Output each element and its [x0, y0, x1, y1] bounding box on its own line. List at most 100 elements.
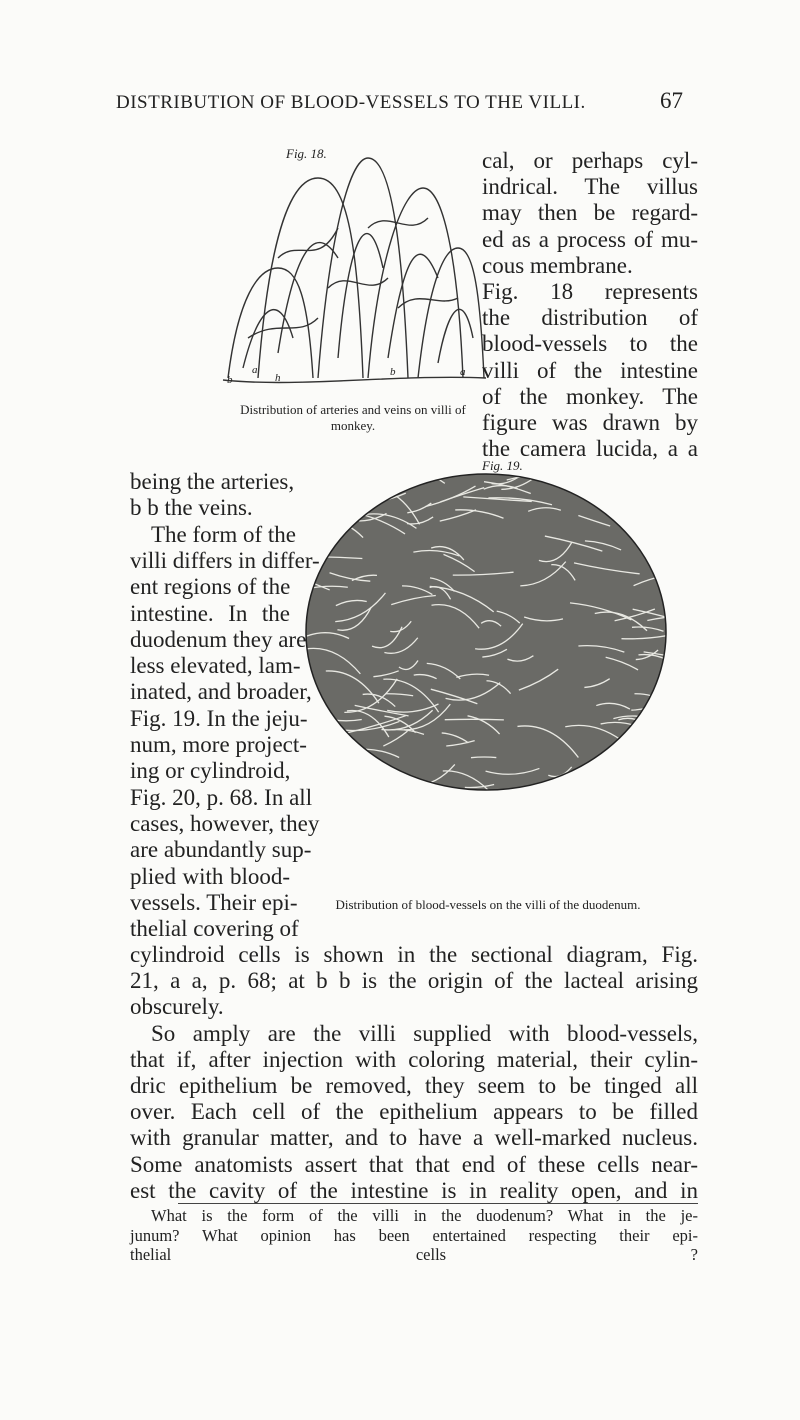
texture	[404, 703, 451, 731]
texture	[325, 670, 380, 704]
text-line: The form of the	[151, 521, 296, 547]
texture	[565, 778, 616, 790]
texture	[486, 680, 512, 695]
text-line: villi of the intestine	[482, 357, 698, 383]
texture	[306, 585, 348, 592]
texture	[335, 599, 367, 607]
texture	[632, 608, 666, 621]
texture	[330, 487, 371, 498]
text-line: Fig. 18 represents	[482, 279, 698, 304]
text-line: 21, a a, p. 68; at b b is the origin of …	[130, 968, 698, 994]
question-line: What is the form of the villi in the duo…	[151, 1206, 698, 1225]
texture	[675, 472, 676, 477]
texture	[564, 474, 595, 478]
texture	[475, 623, 524, 650]
texture	[381, 709, 434, 731]
texture	[464, 783, 495, 789]
figure-label: Fig. 19.	[482, 458, 523, 473]
figure-caption: Distribution of blood-vessels on the vil…	[335, 897, 641, 912]
text-line: Fig. 20, p. 68. In all	[130, 784, 313, 810]
text-line: b b the veins.	[130, 495, 253, 521]
figure-letter: a	[460, 366, 466, 378]
text-line: being the arteries,	[130, 469, 295, 494]
text-line: cylindroid cells is shown in the section…	[130, 942, 698, 967]
texture	[445, 682, 501, 701]
figure-letter: b	[390, 366, 396, 378]
texture	[383, 730, 408, 747]
texture	[384, 637, 419, 654]
text-line: num, more project-	[130, 732, 307, 757]
text-line: less elevated, lam-	[130, 653, 301, 679]
text-line: of the monkey. The	[482, 383, 698, 409]
texture	[605, 656, 639, 671]
figure-19	[305, 472, 676, 802]
texture	[425, 485, 476, 508]
text-line: inated, and broader,	[130, 679, 312, 705]
texture	[663, 777, 666, 790]
texture	[655, 717, 666, 738]
texture	[430, 545, 465, 561]
texture	[413, 673, 437, 680]
texture	[627, 526, 647, 536]
texture	[354, 704, 409, 717]
text-line: villi differs in differ-	[130, 547, 320, 573]
texture	[443, 553, 475, 573]
texture	[346, 709, 390, 738]
texture	[672, 623, 676, 630]
texture	[441, 732, 469, 744]
texture	[480, 620, 502, 627]
figure-caption: Distribution of arteries and veins on vi…	[240, 402, 466, 433]
texture	[647, 614, 666, 622]
text-line: Some anatomists assert that that end of …	[130, 1151, 698, 1177]
texture	[306, 514, 338, 518]
texture	[407, 502, 432, 514]
figure-label: Fig. 18.	[286, 146, 327, 161]
texture	[485, 767, 540, 775]
texture	[596, 702, 631, 710]
texture	[446, 739, 475, 747]
texture	[658, 578, 666, 580]
texture	[594, 611, 648, 632]
text-line: ed as a process of mu-	[482, 226, 698, 252]
texture	[452, 571, 514, 576]
texture	[635, 649, 659, 661]
texture	[645, 526, 666, 529]
texture	[496, 610, 521, 624]
texture	[337, 606, 372, 631]
text-line: over. Each cell of the epithelium appear…	[130, 1099, 698, 1125]
texture	[663, 713, 666, 737]
texture	[638, 653, 666, 670]
texture	[544, 474, 565, 476]
texture	[595, 798, 621, 799]
texture	[387, 703, 439, 713]
texture	[621, 632, 666, 640]
texture	[351, 791, 373, 802]
text-line: blood-vessels to the	[482, 331, 698, 357]
texture	[578, 645, 625, 653]
texture	[656, 571, 666, 586]
texture	[402, 585, 433, 596]
texture	[654, 482, 666, 503]
text-line: intestine. In the	[130, 600, 290, 626]
text-line: cous membrane.	[482, 252, 633, 278]
texture	[384, 715, 417, 734]
texture	[482, 648, 508, 658]
texture	[527, 507, 562, 512]
texture	[614, 608, 656, 622]
text-line: the camera lucida, a a	[482, 436, 698, 462]
texture	[584, 678, 611, 689]
texture	[385, 693, 414, 697]
text-line: may then be regard-	[482, 200, 698, 226]
texture	[670, 559, 676, 568]
text-line: Fig. 19. In the jeju-	[130, 705, 308, 731]
texture	[456, 673, 490, 679]
texture	[306, 647, 361, 675]
texture	[430, 688, 478, 705]
texture	[552, 775, 582, 788]
texture	[672, 688, 676, 696]
texture	[390, 620, 412, 633]
text-line: duodenum they are	[130, 626, 307, 652]
texture	[444, 718, 504, 721]
texture	[565, 724, 621, 741]
